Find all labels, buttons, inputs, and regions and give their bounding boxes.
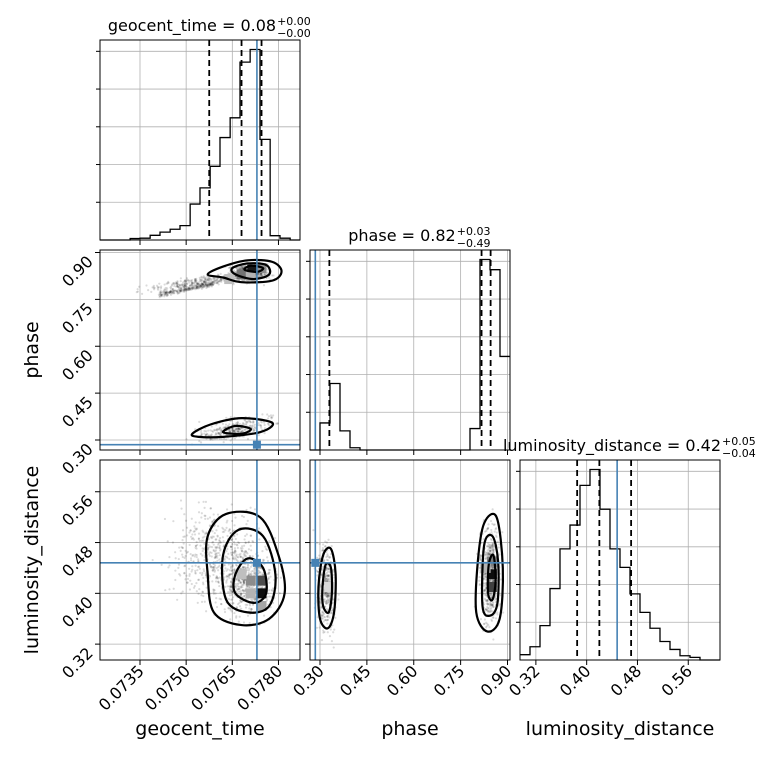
tick-label-x-phase: 0.30 (289, 661, 328, 700)
tick-label-y-luminosity_distance: 0.48 (58, 542, 97, 581)
density-cell (236, 569, 247, 580)
x-axis-label-geocent_time: geocent_time (135, 718, 264, 740)
tick-label-y-phase: 0.30 (58, 439, 97, 478)
density-cell (247, 264, 258, 275)
tick-label-x-geocent_time: 0.0780 (233, 661, 286, 714)
scatter-points (135, 258, 283, 446)
title-lower-phase: −0.49 (457, 237, 491, 250)
tick-label-x-phase: 0.75 (430, 661, 469, 700)
tick-label-x-luminosity_distance: 0.40 (556, 661, 595, 700)
title-upper-luminosity_distance: +0.05 (722, 435, 756, 448)
tick-label-x-luminosity_distance: 0.32 (505, 661, 544, 700)
tick-label-x-geocent_time: 0.0750 (141, 661, 194, 714)
contour-line (317, 546, 337, 630)
tick-label-x-luminosity_distance: 0.56 (657, 661, 696, 700)
histogram-luminosity_distance: luminosity_distance = 0.42 +0.05−0.04 0.32… (503, 435, 756, 700)
panel-luminosity_distance-vs-phase: 0.30 0.45 0.60 0.75 0.90 (289, 459, 516, 700)
density-cell (256, 575, 267, 586)
density-cell (245, 575, 256, 586)
contour-line (321, 562, 334, 614)
contour-line (190, 417, 275, 439)
histogram-step-luminosity_distance (520, 468, 720, 661)
contour-line (480, 533, 500, 618)
y-axis-label-luminosity_distance: luminosity_distance (21, 466, 43, 655)
truth-marker (252, 558, 261, 567)
title-geocent_time: geocent_time = 0.08 (108, 16, 276, 36)
y-axis-label-phase: phase (21, 321, 43, 378)
panel-phase-vs-geocent_time: 0.30 0.45 0.60 0.75 0.90 (58, 249, 301, 478)
title-lower-geocent_time: −0.00 (277, 27, 311, 40)
tick-label-y-phase: 0.90 (58, 252, 97, 291)
scatter-points (312, 508, 505, 649)
x-axis-label-phase: phase (381, 718, 438, 740)
density-cell (324, 581, 335, 592)
title-lower-luminosity_distance: −0.04 (722, 447, 756, 460)
density-cell (486, 569, 497, 580)
truth-marker (252, 440, 261, 449)
histogram-geocent_time: geocent_time = 0.08 +0.00−0.00 (96, 15, 311, 245)
title-upper-phase: +0.03 (457, 225, 491, 238)
histogram-phase: phase = 0.82 +0.03−0.49 (306, 225, 511, 455)
contour-line (243, 264, 265, 273)
tick-label-x-geocent_time: 0.0735 (95, 661, 148, 714)
density-cell (236, 269, 247, 280)
density-cell (256, 588, 267, 599)
title-phase: phase = 0.82 (348, 226, 455, 245)
density-cell (486, 581, 497, 592)
contour-line (206, 258, 283, 284)
contour-line (474, 512, 505, 633)
density-cell (245, 588, 256, 599)
tick-label-x-luminosity_distance: 0.48 (607, 661, 646, 700)
density-cell (256, 601, 267, 612)
tick-label-y-phase: 0.60 (58, 346, 97, 385)
tick-label-x-phase: 0.90 (477, 661, 516, 700)
tick-label-y-luminosity_distance: 0.40 (58, 593, 97, 632)
tick-label-x-phase: 0.60 (383, 661, 422, 700)
x-axis-label-luminosity_distance: luminosity_distance (526, 718, 715, 740)
tick-label-x-phase: 0.45 (336, 661, 375, 700)
tick-label-y-luminosity_distance: 0.56 (58, 491, 97, 530)
density-cell (486, 556, 497, 567)
truth-marker (311, 558, 320, 567)
contour-line (220, 527, 277, 614)
title-upper-geocent_time: +0.00 (277, 15, 311, 28)
contour-line (232, 557, 268, 604)
histogram-step-geocent_time (100, 48, 300, 241)
tick-label-y-phase: 0.75 (58, 299, 97, 338)
density-cell (480, 562, 491, 573)
contour-line (486, 553, 497, 602)
tick-label-y-phase: 0.45 (58, 393, 97, 432)
tick-label-x-geocent_time: 0.0765 (187, 661, 240, 714)
contour-line (230, 262, 272, 281)
density-cell (245, 270, 256, 281)
contour-line (221, 424, 252, 436)
scatter-points (151, 499, 287, 627)
tick-label-y-luminosity_distance: 0.32 (58, 644, 97, 683)
title-luminosity_distance: luminosity_distance = 0.42 (503, 436, 721, 456)
